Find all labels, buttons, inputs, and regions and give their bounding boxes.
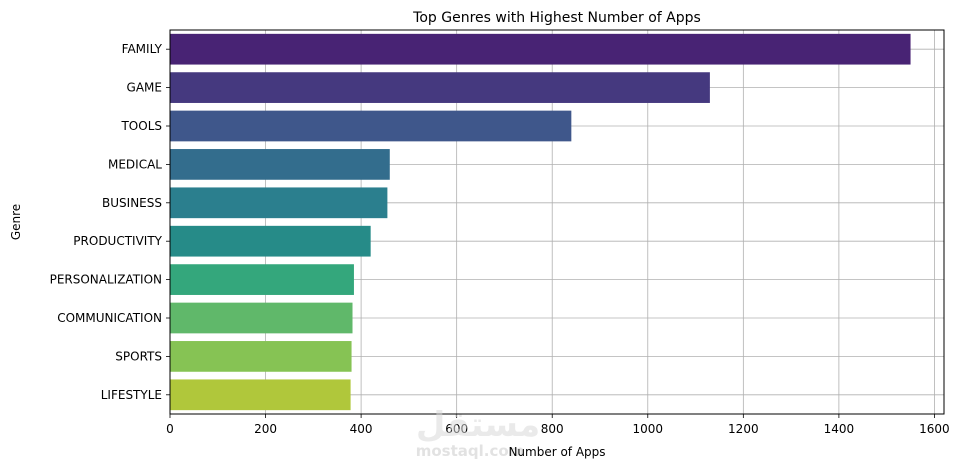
chart-title: Top Genres with Highest Number of Apps: [412, 10, 701, 26]
bar-lifestyle: [170, 379, 351, 411]
x-tick-label: 400: [350, 422, 373, 436]
x-axis-ticks: 0 200 400 600 800 1000 1200 1400 1600: [166, 414, 950, 436]
bar-family: [170, 33, 911, 65]
x-tick-label: 1600: [919, 422, 950, 436]
bars: [170, 33, 911, 411]
y-tick-label: PERSONALIZATION: [50, 273, 162, 287]
bar-productivity: [170, 225, 371, 257]
y-tick-label: GAME: [127, 81, 162, 95]
y-tick-label: LIFESTYLE: [101, 388, 162, 402]
x-axis-label: Number of Apps: [508, 445, 605, 459]
bar-personalization: [170, 264, 354, 295]
x-tick-label: 0: [166, 422, 174, 436]
y-axis-ticks: FAMILY GAME TOOLS MEDICAL BUSINESS PRODUCTIVI…: [50, 42, 170, 402]
watermark-url: mostaql.com: [416, 442, 525, 460]
y-tick-label: MEDICAL: [108, 157, 162, 171]
y-tick-label: PRODUCTIVITY: [73, 234, 162, 248]
y-tick-label: FAMILY: [122, 42, 163, 56]
y-tick-label: SPORTS: [115, 349, 162, 363]
x-tick-label: 800: [541, 422, 564, 436]
y-tick-label: BUSINESS: [102, 196, 162, 210]
bar-tools: [170, 110, 572, 142]
bar-sports: [170, 341, 352, 372]
x-tick-label: 1000: [633, 422, 664, 436]
x-tick-label: 200: [254, 422, 277, 436]
y-axis-label: Genre: [9, 204, 23, 240]
bar-communication: [170, 302, 353, 334]
y-tick-label: TOOLS: [120, 119, 162, 133]
y-tick-label: COMMUNICATION: [57, 311, 162, 325]
watermark-logo: مستقل: [416, 405, 540, 445]
bar-business: [170, 187, 388, 219]
bar-medical: [170, 149, 390, 180]
x-tick-label: 600: [445, 422, 468, 436]
watermark: مستقل mostaql.com: [416, 405, 540, 460]
plot-frame: [169, 29, 945, 415]
x-tick-label: 1200: [728, 422, 759, 436]
x-tick-label: 1400: [824, 422, 855, 436]
bar-game: [170, 72, 710, 103]
